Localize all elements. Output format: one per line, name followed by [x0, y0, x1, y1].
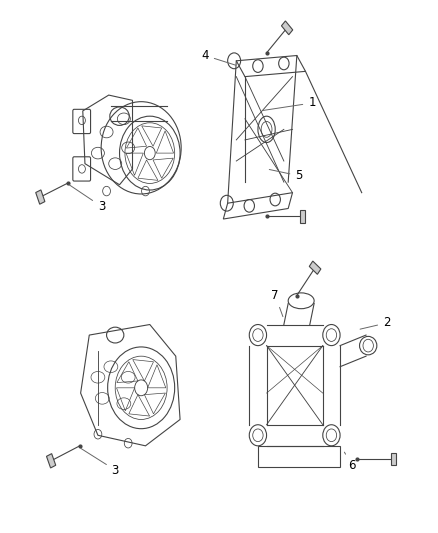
Text: 3: 3 [81, 448, 119, 477]
Polygon shape [300, 210, 305, 223]
Polygon shape [309, 261, 321, 274]
Polygon shape [46, 454, 56, 468]
Text: 6: 6 [344, 452, 356, 472]
Polygon shape [36, 190, 45, 204]
Text: 4: 4 [201, 49, 236, 65]
Text: 7: 7 [272, 289, 283, 317]
Polygon shape [282, 21, 293, 35]
Text: 3: 3 [69, 185, 105, 213]
Text: 5: 5 [269, 169, 303, 182]
Text: 2: 2 [360, 317, 391, 329]
Polygon shape [391, 453, 396, 465]
Text: 1: 1 [263, 96, 316, 110]
